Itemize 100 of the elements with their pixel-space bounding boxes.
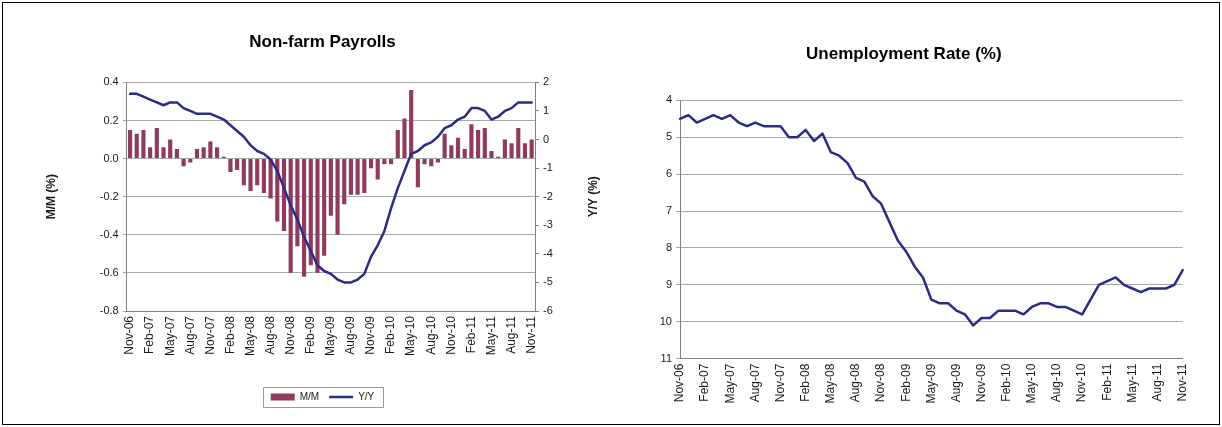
- y-tick-label: 0.0: [103, 151, 119, 164]
- x-tick-label: Aug-07: [182, 315, 197, 355]
- y2-tick-label: -1: [543, 161, 553, 174]
- bar: [368, 159, 374, 169]
- chart-title: Non-farm Payrolls: [249, 31, 396, 51]
- y2-tick-label: -4: [543, 246, 553, 259]
- bar: [201, 147, 206, 159]
- bar: [248, 159, 253, 191]
- y-tick-label: 6: [665, 167, 672, 180]
- bar: [489, 150, 494, 159]
- bar: [161, 147, 166, 159]
- x-tick-label: Nov-10: [1074, 363, 1089, 403]
- bar: [382, 159, 387, 165]
- bar: [134, 133, 139, 159]
- y-tick-label: -0.4: [99, 227, 119, 240]
- x-tick-label: Feb-11: [1099, 363, 1114, 401]
- legend-label: M/M: [299, 390, 320, 402]
- bar: [181, 159, 186, 167]
- bar: [362, 159, 367, 193]
- x-tick-label: Aug-11: [503, 315, 518, 354]
- bar: [127, 130, 133, 159]
- x-tick-label: May-10: [403, 315, 418, 357]
- bar: [174, 149, 179, 159]
- y-tick-label: 9: [665, 277, 672, 290]
- x-tick-label: Aug-09: [343, 315, 358, 355]
- y-tick-label: 5: [665, 130, 672, 143]
- y-tick-label: 8: [665, 240, 672, 253]
- y-tick-label: 7: [665, 204, 672, 217]
- x-tick-label: Aug-10: [1049, 363, 1064, 403]
- x-tick-label: Nov-11: [523, 315, 538, 354]
- y2-tick-label: -3: [543, 218, 553, 231]
- x-tick-label: Feb-10: [383, 315, 398, 355]
- bar: [462, 149, 467, 159]
- bar: [442, 133, 447, 159]
- bar: [335, 159, 340, 235]
- x-tick-label: Aug-10: [423, 315, 438, 355]
- bar: [308, 159, 313, 266]
- bar: [328, 159, 333, 216]
- x-tick-label: Feb-11: [463, 315, 478, 354]
- y-tick-label: 11: [660, 351, 672, 364]
- x-tick-label: Nov-08: [873, 363, 888, 403]
- x-tick-label: May-08: [242, 315, 257, 357]
- x-tick-label: Nov-08: [283, 315, 297, 355]
- bar: [402, 118, 407, 159]
- bar: [208, 141, 213, 159]
- x-tick-label: May-08: [823, 363, 838, 404]
- x-tick-label: May-09: [323, 315, 338, 357]
- bar: [355, 159, 360, 195]
- y2-tick-label: 1: [543, 104, 550, 117]
- x-tick-label: Feb-09: [898, 363, 913, 402]
- x-tick-label: Feb-08: [797, 363, 812, 402]
- bar: [141, 130, 146, 159]
- legend-label: Y/Y: [358, 390, 375, 402]
- bar: [235, 159, 240, 171]
- bar: [449, 145, 454, 159]
- x-tick-label: Aug-09: [948, 363, 963, 403]
- y-tick-label: -0.6: [99, 265, 119, 278]
- y-axis-title: M/M (%): [43, 174, 58, 220]
- y2-tick-label: 2: [543, 75, 550, 88]
- y-tick-label: -0.2: [99, 189, 119, 202]
- bar: [502, 139, 507, 159]
- x-tick-label: Nov-09: [973, 363, 988, 403]
- bar: [429, 159, 434, 167]
- y-tick-label: 0.2: [103, 113, 119, 126]
- bar: [522, 143, 528, 159]
- bar: [194, 149, 200, 159]
- x-tick-label: Nov-06: [122, 315, 137, 355]
- bar: [302, 159, 307, 277]
- bar: [529, 139, 534, 159]
- bar: [375, 159, 380, 180]
- y-tick-label: 10: [659, 314, 672, 327]
- x-tick-label: Nov-06: [672, 363, 687, 403]
- bar: [241, 159, 246, 186]
- x-tick-label: Feb-09: [303, 315, 318, 355]
- bar: [516, 128, 521, 159]
- bar: [228, 159, 233, 172]
- bar: [409, 90, 414, 159]
- bar: [295, 159, 300, 247]
- x-tick-label: Nov-10: [443, 315, 458, 355]
- bar: [348, 159, 354, 195]
- x-tick-label: Feb-07: [697, 363, 712, 402]
- bar: [469, 124, 474, 159]
- x-tick-label: Aug-07: [747, 363, 762, 403]
- x-tick-label: Feb-10: [999, 363, 1014, 402]
- x-tick-label: May-11: [483, 315, 498, 356]
- x-tick-label: Aug-08: [848, 363, 863, 403]
- y2-tick-label: -6: [543, 304, 553, 317]
- y2-tick-label: -2: [543, 189, 553, 202]
- bar: [342, 159, 347, 205]
- bar: [255, 159, 260, 186]
- x-tick-label: May-10: [1024, 363, 1039, 404]
- bar: [154, 128, 159, 159]
- x-tick-label: Nov-11: [1175, 363, 1190, 402]
- x-tick-label: May-09: [923, 363, 938, 404]
- x-tick-label: Nov-07: [202, 315, 217, 355]
- x-tick-label: May-11: [1124, 363, 1139, 403]
- bar: [214, 147, 220, 159]
- x-tick-label: Aug-11: [1149, 363, 1164, 402]
- bar: [288, 159, 293, 273]
- y-tick-label: 4: [665, 93, 672, 106]
